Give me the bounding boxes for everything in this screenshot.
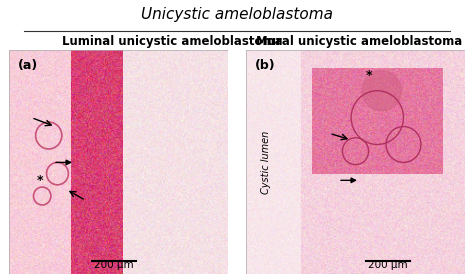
Text: (a): (a): [18, 59, 38, 72]
Text: 200 μm: 200 μm: [94, 260, 134, 270]
Text: Luminal unicystic ameloblastoma: Luminal unicystic ameloblastoma: [62, 35, 282, 48]
Text: 200 μm: 200 μm: [368, 260, 408, 270]
Text: *: *: [37, 174, 43, 187]
Text: Mural unicystic ameloblastoma: Mural unicystic ameloblastoma: [256, 35, 462, 48]
Text: Cystic lumen: Cystic lumen: [261, 131, 271, 194]
Circle shape: [362, 71, 401, 111]
Text: (b): (b): [255, 59, 276, 72]
Text: Unicystic ameloblastoma: Unicystic ameloblastoma: [141, 7, 333, 22]
Text: *: *: [365, 69, 372, 81]
